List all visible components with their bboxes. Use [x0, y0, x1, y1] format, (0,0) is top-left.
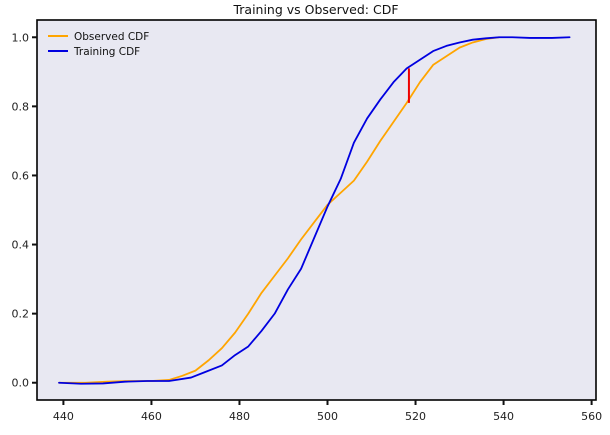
legend-label: Observed CDF — [74, 31, 149, 43]
legend-label: Training CDF — [73, 46, 140, 58]
plot-area-background — [36, 19, 597, 401]
series-line-observed-cdf — [58, 36, 501, 384]
series-line-training-cdf — [58, 36, 571, 385]
x-tick-label: 500 — [317, 410, 338, 423]
x-tick-label: 460 — [141, 410, 162, 423]
x-tick-label: 560 — [581, 410, 602, 423]
x-tick-label: 540 — [493, 410, 514, 423]
legend: Observed CDF Training CDF — [48, 31, 149, 58]
y-tick-label: 0.2 — [12, 308, 30, 321]
series-layer — [58, 36, 571, 385]
x-axis-ticks: 440 460 480 500 520 540 560 — [53, 400, 602, 423]
y-tick-label: 0.8 — [12, 100, 30, 113]
chart-title: Training vs Observed: CDF — [232, 2, 398, 17]
x-tick-label: 440 — [53, 410, 74, 423]
y-axis-ticks: 0.0 0.2 0.4 0.6 0.8 1.0 — [12, 31, 37, 390]
y-tick-label: 0.0 — [12, 377, 30, 390]
y-tick-label: 1.0 — [12, 31, 30, 44]
x-tick-label: 480 — [229, 410, 250, 423]
y-tick-label: 0.4 — [12, 239, 30, 252]
y-tick-label: 0.6 — [12, 169, 30, 182]
x-tick-label: 520 — [405, 410, 426, 423]
